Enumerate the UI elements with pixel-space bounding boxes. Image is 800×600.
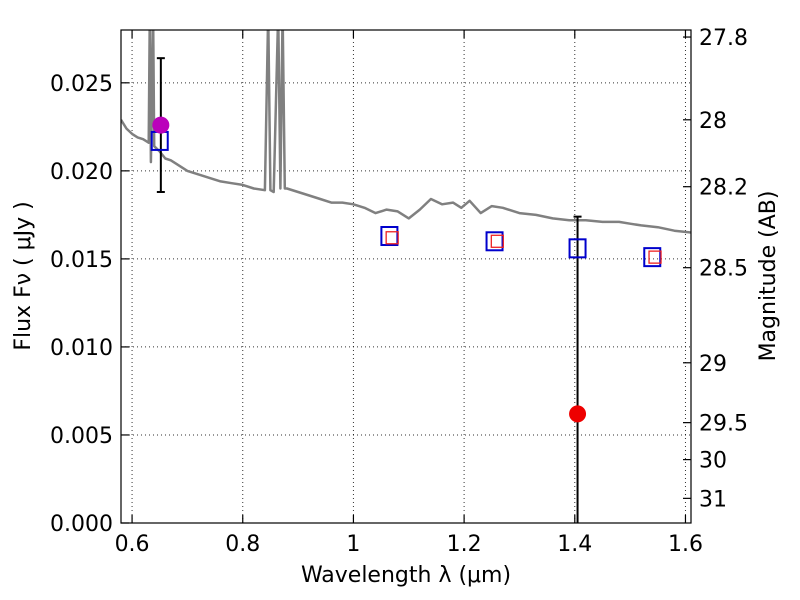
x-tick-label: 1 — [346, 532, 360, 557]
right-tick-label: 30 — [699, 449, 727, 474]
y-tick-label: 0.005 — [50, 424, 113, 449]
model-box-marker — [380, 226, 399, 247]
y-tick-label: 0.000 — [50, 512, 113, 537]
right-tick-label: 29 — [699, 352, 727, 377]
y-tick-label: 0.025 — [50, 72, 113, 97]
small-box-marker — [385, 231, 399, 245]
model-box-marker — [568, 238, 587, 259]
right-tick-label: 28.2 — [699, 176, 748, 201]
plot-background — [121, 30, 691, 523]
right-tick-label: 29.5 — [699, 412, 748, 437]
x-tick-label: 1.2 — [447, 532, 482, 557]
magenta-data-point — [152, 116, 170, 134]
x-axis-label: Wavelength λ (μm) — [301, 563, 511, 588]
right-tick-label: 28.5 — [699, 257, 748, 282]
markers — [150, 57, 662, 523]
y-ticks: 0.000 0.005 0.010 0.015 0.020 0.025 — [50, 72, 129, 537]
right-tick-label: 28 — [699, 109, 727, 134]
right-ticks: 27.8 28 28.2 28.5 29 29.5 30 31 — [683, 26, 748, 512]
small-box-marker — [490, 234, 504, 248]
right-axis-label: Magnitude (AB) — [756, 191, 781, 362]
model-box-marker — [643, 247, 662, 268]
right-tick-label: 27.8 — [699, 26, 748, 51]
x-tick-label: 0.8 — [225, 532, 260, 557]
x-tick-label: 1.4 — [557, 532, 592, 557]
y-axis-label: Flux Fν ( μJy ) — [11, 201, 36, 350]
y-tick-label: 0.010 — [50, 336, 113, 361]
small-box-marker — [648, 250, 662, 264]
y-tick-label: 0.020 — [50, 160, 113, 185]
y-tick-label: 0.015 — [50, 248, 113, 273]
right-tick-label: 31 — [699, 487, 727, 512]
red-data-point — [569, 405, 587, 423]
model-box-marker — [485, 231, 504, 252]
x-ticks: 0.6 0.8 1 1.2 1.4 1.6 — [115, 30, 703, 557]
x-tick-label: 0.6 — [115, 532, 150, 557]
plot-frame — [120, 29, 692, 524]
x-tick-label: 1.6 — [668, 532, 703, 557]
